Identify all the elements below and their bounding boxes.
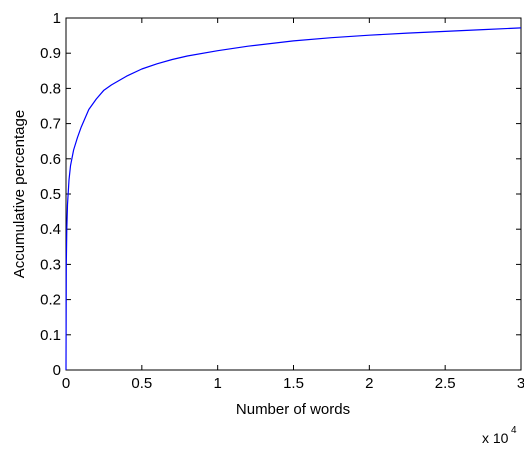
series-line bbox=[65, 27, 522, 371]
x-multiplier-exponent: 4 bbox=[511, 425, 517, 436]
y-tick-label: 0.6 bbox=[40, 151, 61, 168]
plot-area bbox=[65, 17, 522, 371]
y-tick-label: 0.4 bbox=[40, 221, 61, 238]
x-tick-label: 2 bbox=[365, 375, 373, 392]
x-axis-ticks: 0 0.5 1 1.5 2 2.5 3 bbox=[62, 18, 524, 392]
y-tick-label: 0.8 bbox=[40, 80, 61, 97]
x-multiplier-label: x 10 bbox=[482, 430, 509, 446]
y-tick-label: 0.1 bbox=[40, 327, 61, 344]
x-tick-label: 3 bbox=[517, 375, 524, 392]
x-tick-label: 0.5 bbox=[131, 375, 152, 392]
series-group bbox=[65, 27, 522, 371]
y-tick-label: 0.3 bbox=[40, 256, 61, 273]
y-tick-label: 0.9 bbox=[40, 45, 61, 62]
x-tick-label: 1.5 bbox=[283, 375, 304, 392]
y-axis-label: Accumulative percentage bbox=[11, 110, 28, 278]
y-axis-ticks: 0 0.1 0.2 0.3 0.4 0.5 0.6 0.7 0.8 0.9 1 bbox=[40, 10, 521, 379]
x-tick-label: 2.5 bbox=[435, 375, 456, 392]
y-tick-label: 0.2 bbox=[40, 292, 61, 309]
y-tick-label: 0.7 bbox=[40, 116, 61, 133]
x-tick-label: 0 bbox=[62, 375, 70, 392]
y-tick-label: 0.5 bbox=[40, 186, 61, 203]
x-axis-label: Number of words bbox=[236, 401, 350, 418]
y-tick-label: 1 bbox=[53, 10, 61, 27]
y-tick-label: 0 bbox=[53, 362, 61, 379]
x-tick-label: 1 bbox=[213, 375, 221, 392]
